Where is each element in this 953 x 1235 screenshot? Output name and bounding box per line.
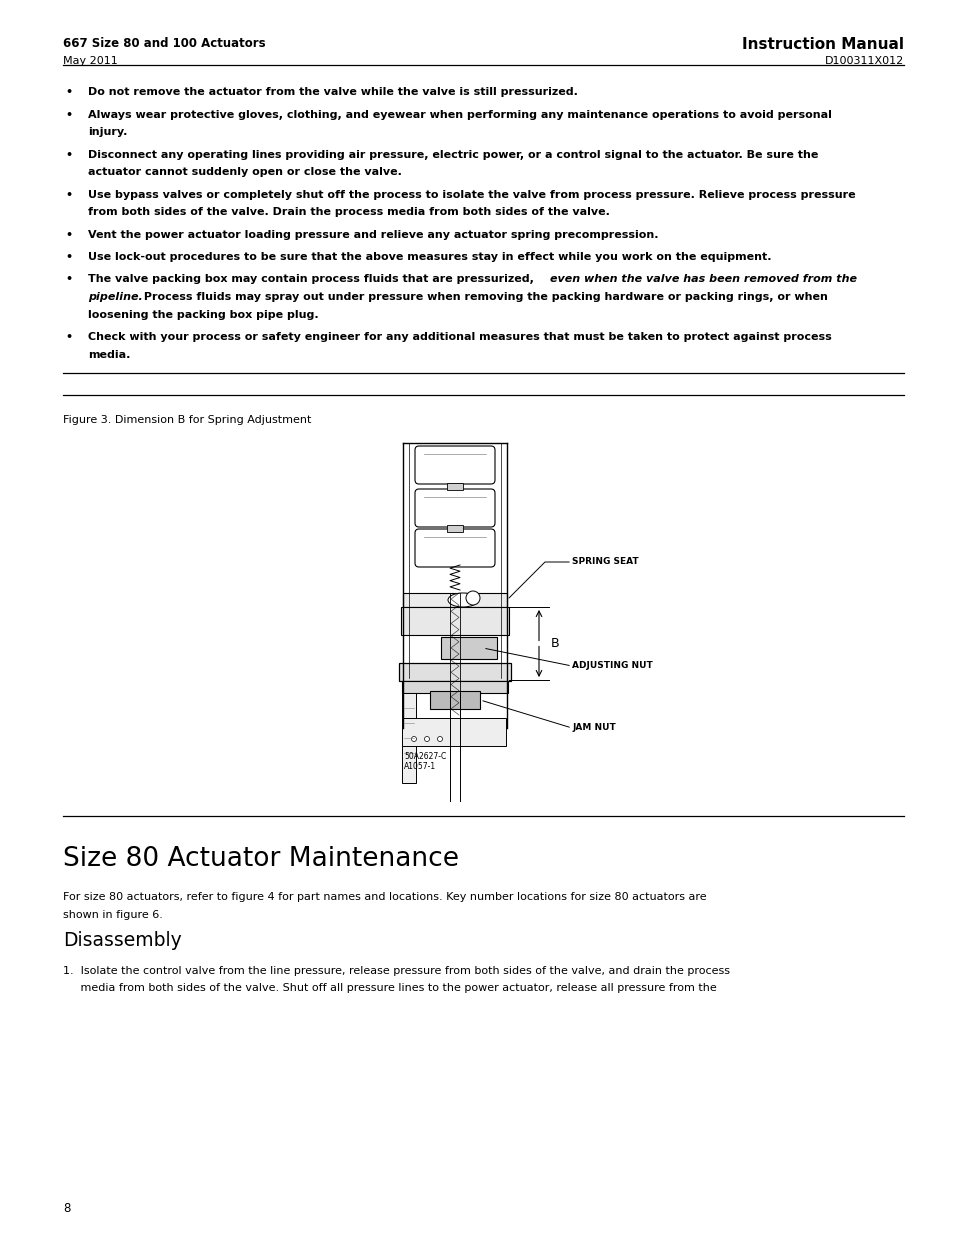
Text: For size 80 actuators, refer to figure 4 for part names and locations. Key numbe: For size 80 actuators, refer to figure 4… bbox=[63, 892, 706, 902]
Text: D100311X012: D100311X012 bbox=[824, 56, 903, 65]
Text: Disconnect any operating lines providing air pressure, electric power, or a cont: Disconnect any operating lines providing… bbox=[88, 149, 818, 159]
Bar bbox=[430, 692, 479, 709]
Text: media.: media. bbox=[88, 350, 131, 359]
Text: May 2011: May 2011 bbox=[63, 56, 117, 65]
Text: injury.: injury. bbox=[88, 127, 128, 137]
Text: •: • bbox=[65, 110, 72, 120]
Text: •: • bbox=[65, 86, 72, 98]
Text: shown in figure 6.: shown in figure 6. bbox=[63, 909, 163, 920]
Text: actuator cannot suddenly open or close the valve.: actuator cannot suddenly open or close t… bbox=[88, 167, 401, 177]
Text: 1.  Isolate the control valve from the line pressure, release pressure from both: 1. Isolate the control valve from the li… bbox=[63, 966, 729, 976]
Text: •: • bbox=[65, 252, 72, 262]
Text: SPRING SEAT: SPRING SEAT bbox=[572, 557, 638, 567]
Bar bbox=[400, 606, 509, 635]
Text: •: • bbox=[65, 149, 72, 159]
Bar bbox=[447, 483, 462, 490]
Text: Size 80 Actuator Maintenance: Size 80 Actuator Maintenance bbox=[63, 846, 458, 872]
Text: from both sides of the valve. Drain the process media from both sides of the val: from both sides of the valve. Drain the … bbox=[88, 207, 609, 217]
Text: Disassembly: Disassembly bbox=[63, 931, 182, 951]
Text: Always wear protective gloves, clothing, and eyewear when performing any mainten: Always wear protective gloves, clothing,… bbox=[88, 110, 831, 120]
Bar bbox=[401, 680, 507, 693]
Text: 8: 8 bbox=[63, 1202, 71, 1215]
Text: media from both sides of the valve. Shut off all pressure lines to the power act: media from both sides of the valve. Shut… bbox=[63, 983, 716, 993]
Bar bbox=[402, 593, 506, 606]
Text: •: • bbox=[65, 230, 72, 240]
Circle shape bbox=[437, 736, 442, 741]
Text: Process fluids may spray out under pressure when removing the packing hardware o: Process fluids may spray out under press… bbox=[140, 291, 827, 303]
Bar bbox=[440, 637, 497, 659]
Text: Use bypass valves or completely shut off the process to isolate the valve from p: Use bypass valves or completely shut off… bbox=[88, 189, 855, 200]
Bar bbox=[447, 525, 462, 531]
Text: The valve packing box may contain process fluids that are pressurized,: The valve packing box may contain proces… bbox=[88, 274, 537, 284]
Bar bbox=[398, 663, 511, 680]
Ellipse shape bbox=[448, 593, 477, 606]
Text: B: B bbox=[551, 637, 559, 650]
Circle shape bbox=[465, 592, 479, 605]
Text: JAM NUT: JAM NUT bbox=[572, 724, 615, 732]
Text: pipeline.: pipeline. bbox=[88, 291, 143, 303]
Text: •: • bbox=[65, 189, 72, 200]
Text: loosening the packing box pipe plug.: loosening the packing box pipe plug. bbox=[88, 310, 318, 320]
Text: 50A2627-C
A1057-1: 50A2627-C A1057-1 bbox=[403, 752, 446, 772]
Text: •: • bbox=[65, 274, 72, 284]
Text: ADJUSTING NUT: ADJUSTING NUT bbox=[572, 662, 652, 671]
Text: Use lock-out procedures to be sure that the above measures stay in effect while : Use lock-out procedures to be sure that … bbox=[88, 252, 771, 262]
FancyBboxPatch shape bbox=[415, 446, 495, 484]
FancyBboxPatch shape bbox=[415, 489, 495, 527]
Circle shape bbox=[411, 736, 416, 741]
Text: Do not remove the actuator from the valve while the valve is still pressurized.: Do not remove the actuator from the valv… bbox=[88, 86, 578, 98]
Text: Check with your process or safety engineer for any additional measures that must: Check with your process or safety engine… bbox=[88, 332, 831, 342]
Text: Figure 3. Dimension B for Spring Adjustment: Figure 3. Dimension B for Spring Adjustm… bbox=[63, 415, 311, 425]
Bar bbox=[401, 718, 505, 746]
FancyBboxPatch shape bbox=[415, 529, 495, 567]
Text: 667 Size 80 and 100 Actuators: 667 Size 80 and 100 Actuators bbox=[63, 37, 265, 49]
Text: Instruction Manual: Instruction Manual bbox=[741, 37, 903, 52]
Circle shape bbox=[424, 736, 429, 741]
Text: even when the valve has been removed from the: even when the valve has been removed fro… bbox=[550, 274, 856, 284]
Text: Vent the power actuator loading pressure and relieve any actuator spring precomp: Vent the power actuator loading pressure… bbox=[88, 230, 658, 240]
Bar bbox=[401, 693, 416, 783]
Text: •: • bbox=[65, 332, 72, 342]
